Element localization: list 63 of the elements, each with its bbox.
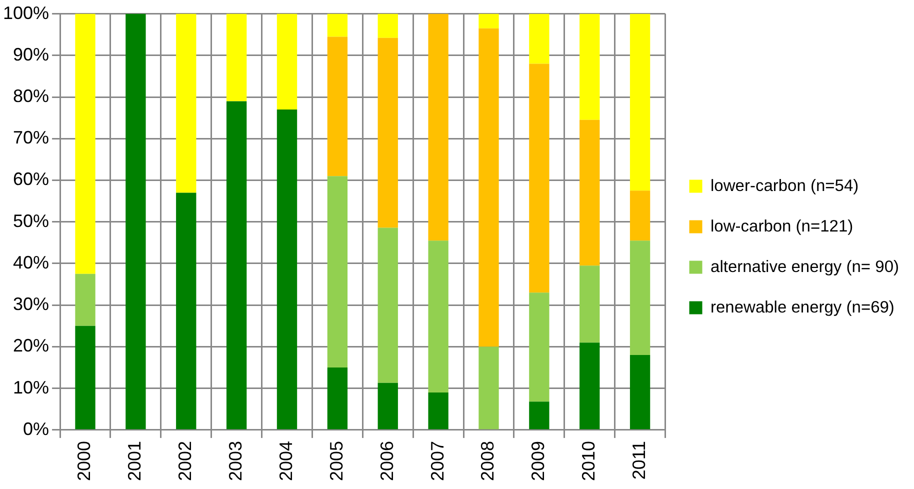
- y-tick-label: 10%: [13, 377, 50, 398]
- bar: [276, 110, 298, 430]
- legend-label: low-carbon (n=121): [710, 217, 854, 236]
- legend-label: renewable energy (n=69): [710, 298, 894, 316]
- x-tick-label: 2001: [124, 440, 145, 482]
- bar: [529, 292, 550, 402]
- bar: [529, 402, 550, 430]
- bar: [478, 346, 499, 430]
- bar: [630, 14, 650, 191]
- bar: [478, 28, 499, 347]
- bar: [378, 382, 398, 430]
- x-tick-label: 2002: [175, 440, 196, 482]
- bar: [126, 14, 146, 430]
- bar: [378, 14, 398, 38]
- legend-label: lower-carbon (n=54): [710, 176, 859, 195]
- bar: [378, 38, 398, 228]
- x-tick-label: 2011: [629, 440, 650, 480]
- x-tick-label: 2009: [528, 440, 548, 482]
- y-tick-label: 80%: [13, 86, 50, 106]
- y-tick-label: 30%: [13, 294, 50, 314]
- y-tick-label: 40%: [13, 252, 50, 272]
- y-tick-label: 0%: [23, 418, 50, 439]
- y-tick-label: 50%: [13, 210, 50, 231]
- bar: [580, 342, 600, 430]
- bar: [630, 190, 650, 241]
- bar: [478, 14, 499, 28]
- bar: [75, 14, 96, 274]
- x-tick-label: 2007: [427, 440, 448, 482]
- bar: [327, 176, 348, 368]
- bar: [428, 240, 448, 393]
- bar: [529, 64, 550, 293]
- bar: [327, 36, 348, 176]
- x-tick-label: 2006: [376, 440, 397, 482]
- x-tick-label: 2004: [276, 440, 296, 482]
- bar: [176, 192, 196, 430]
- bar: [226, 101, 247, 430]
- bar: [428, 392, 448, 430]
- legend-label: alternative energy (n= 90): [710, 258, 900, 276]
- bar: [75, 326, 96, 430]
- x-tick-label: 2003: [226, 440, 246, 482]
- bar: [580, 120, 600, 266]
- y-tick-label: 100%: [2, 2, 50, 23]
- y-tick-label: 60%: [13, 169, 50, 190]
- bar: [75, 274, 96, 326]
- y-tick-label: 20%: [13, 336, 50, 356]
- y-tick-label: 90%: [13, 44, 50, 64]
- bar: [428, 14, 448, 241]
- x-tick-label: 2005: [326, 440, 346, 482]
- bar: [378, 228, 398, 383]
- x-tick-label: 2000: [74, 440, 94, 482]
- bar: [327, 14, 348, 37]
- x-tick-label: 2008: [478, 440, 498, 482]
- bar: [327, 368, 348, 430]
- bar: [630, 355, 650, 430]
- bar: [226, 14, 247, 102]
- bar: [630, 240, 650, 356]
- x-tick-label: 2010: [578, 440, 599, 482]
- bar: [176, 14, 196, 193]
- bar: [529, 14, 550, 64]
- bar: [580, 266, 600, 343]
- y-tick-label: 70%: [13, 128, 50, 148]
- bar: [580, 14, 600, 120]
- bar: [276, 14, 298, 110]
